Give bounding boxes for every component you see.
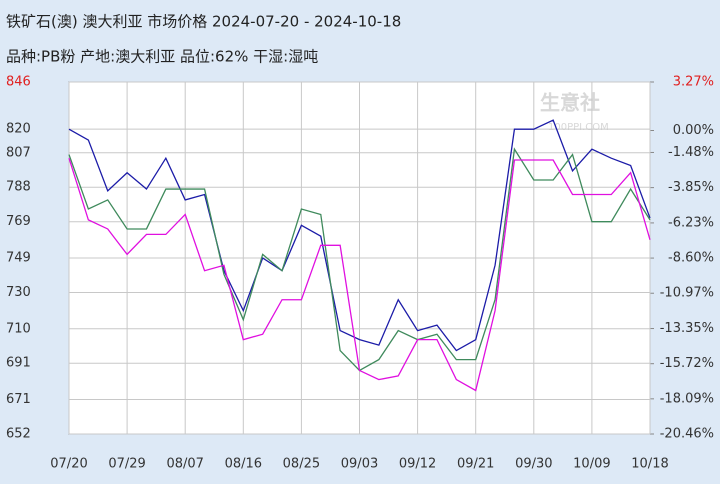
x-tick-label: 08/16	[225, 457, 262, 472]
y2-tick-label: -18.09%	[660, 391, 714, 406]
y-tick-label: 788	[6, 180, 31, 195]
y-tick-label: 710	[6, 321, 31, 336]
series-line	[68, 119, 651, 352]
y2-tick-label: 3.27%	[673, 75, 714, 90]
x-tick-label: 09/30	[515, 457, 552, 472]
y2-tick-label: -20.46%	[660, 427, 714, 442]
x-tick-label: 10/18	[631, 457, 668, 472]
x-tick-label: 09/12	[399, 457, 436, 472]
y-tick-label: 652	[6, 427, 31, 442]
x-tick-label: 08/07	[166, 457, 203, 472]
y2-tick-label: -15.72%	[660, 356, 714, 371]
y2-tick-label: -8.60%	[668, 251, 714, 266]
marks	[68, 119, 651, 392]
y2-tick-label: -13.35%	[660, 321, 714, 336]
x-tick-label: 07/29	[108, 457, 145, 472]
y-tick-label: 820	[6, 122, 31, 137]
x-tick-label: 09/21	[457, 457, 494, 472]
y-tick-label: 671	[6, 392, 31, 407]
y2-tick-label: -6.23%	[668, 215, 714, 230]
y2-tick-label: -10.97%	[660, 286, 714, 301]
y-tick-label: 691	[6, 356, 31, 371]
y-tick-label: 769	[6, 214, 31, 229]
y-tick-label: 846	[6, 75, 31, 90]
chart-subtitle: 品种:PB粉 产地:澳大利亚 品位:62% 干湿:湿吨	[6, 48, 318, 66]
y2-tick-label: -1.48%	[668, 145, 714, 160]
y-tick-label: 730	[6, 285, 31, 300]
grid	[68, 81, 654, 435]
y2-tick-label: -3.85%	[668, 180, 714, 195]
y2-tick-label: 0.00%	[673, 123, 714, 138]
chart-title: 铁矿石(澳) 澳大利亚 市场价格 2024-07-20 - 2024-10-18	[6, 13, 401, 31]
x-tick-label: 10/09	[573, 457, 610, 472]
watermark-sub: 100PPI.COM	[548, 122, 609, 133]
y-tick-label: 807	[6, 145, 31, 160]
x-tick-label: 08/25	[283, 457, 320, 472]
series-line	[68, 158, 651, 392]
x-tick-label: 09/03	[341, 457, 378, 472]
watermark: 生意社	[540, 91, 600, 115]
x-tick-label: 07/20	[50, 457, 87, 472]
y-tick-label: 749	[6, 251, 31, 266]
